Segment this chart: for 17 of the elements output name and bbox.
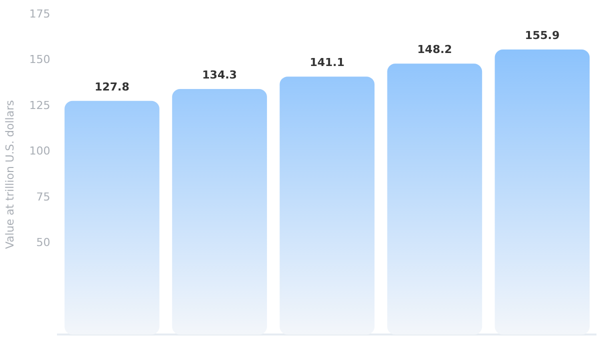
bar [280,76,375,335]
y-tick-label: 75 [36,190,50,204]
y-tick-label: 100 [29,144,50,158]
y-tick-label: 50 [36,236,50,250]
y-tick-label: 150 [29,53,50,66]
bar [64,100,160,335]
y-tick-label: 175 [29,7,50,20]
y-axis-title: Value at trillion U.S. dollars [3,100,16,250]
data-label: 155.9 [524,28,560,42]
bar [172,89,267,335]
data-label: 134.3 [202,68,237,82]
y-tick-label: 125 [29,98,50,112]
bar [387,64,482,335]
bar [494,50,590,335]
data-label: 141.1 [310,56,344,69]
data-label: 127.8 [94,80,130,94]
data-label: 148.2 [417,42,452,56]
